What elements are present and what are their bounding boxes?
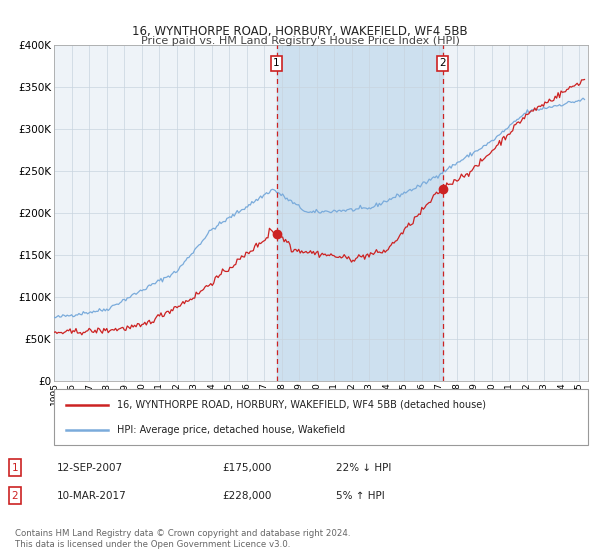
Text: HPI: Average price, detached house, Wakefield: HPI: Average price, detached house, Wake… — [117, 424, 345, 435]
Text: 1: 1 — [11, 463, 19, 473]
Text: £228,000: £228,000 — [222, 491, 271, 501]
Text: 22% ↓ HPI: 22% ↓ HPI — [336, 463, 391, 473]
Text: £175,000: £175,000 — [222, 463, 271, 473]
Text: Contains HM Land Registry data © Crown copyright and database right 2024.
This d: Contains HM Land Registry data © Crown c… — [15, 529, 350, 549]
Text: 16, WYNTHORPE ROAD, HORBURY, WAKEFIELD, WF4 5BB (detached house): 16, WYNTHORPE ROAD, HORBURY, WAKEFIELD, … — [117, 400, 486, 410]
Text: Price paid vs. HM Land Registry's House Price Index (HPI): Price paid vs. HM Land Registry's House … — [140, 36, 460, 46]
Text: 2: 2 — [439, 58, 446, 68]
Text: 10-MAR-2017: 10-MAR-2017 — [57, 491, 127, 501]
Text: 5% ↑ HPI: 5% ↑ HPI — [336, 491, 385, 501]
Text: 1: 1 — [273, 58, 280, 68]
Text: 2: 2 — [11, 491, 19, 501]
Bar — [277, 45, 443, 381]
Text: 16, WYNTHORPE ROAD, HORBURY, WAKEFIELD, WF4 5BB: 16, WYNTHORPE ROAD, HORBURY, WAKEFIELD, … — [132, 25, 468, 38]
Text: 12-SEP-2007: 12-SEP-2007 — [57, 463, 123, 473]
